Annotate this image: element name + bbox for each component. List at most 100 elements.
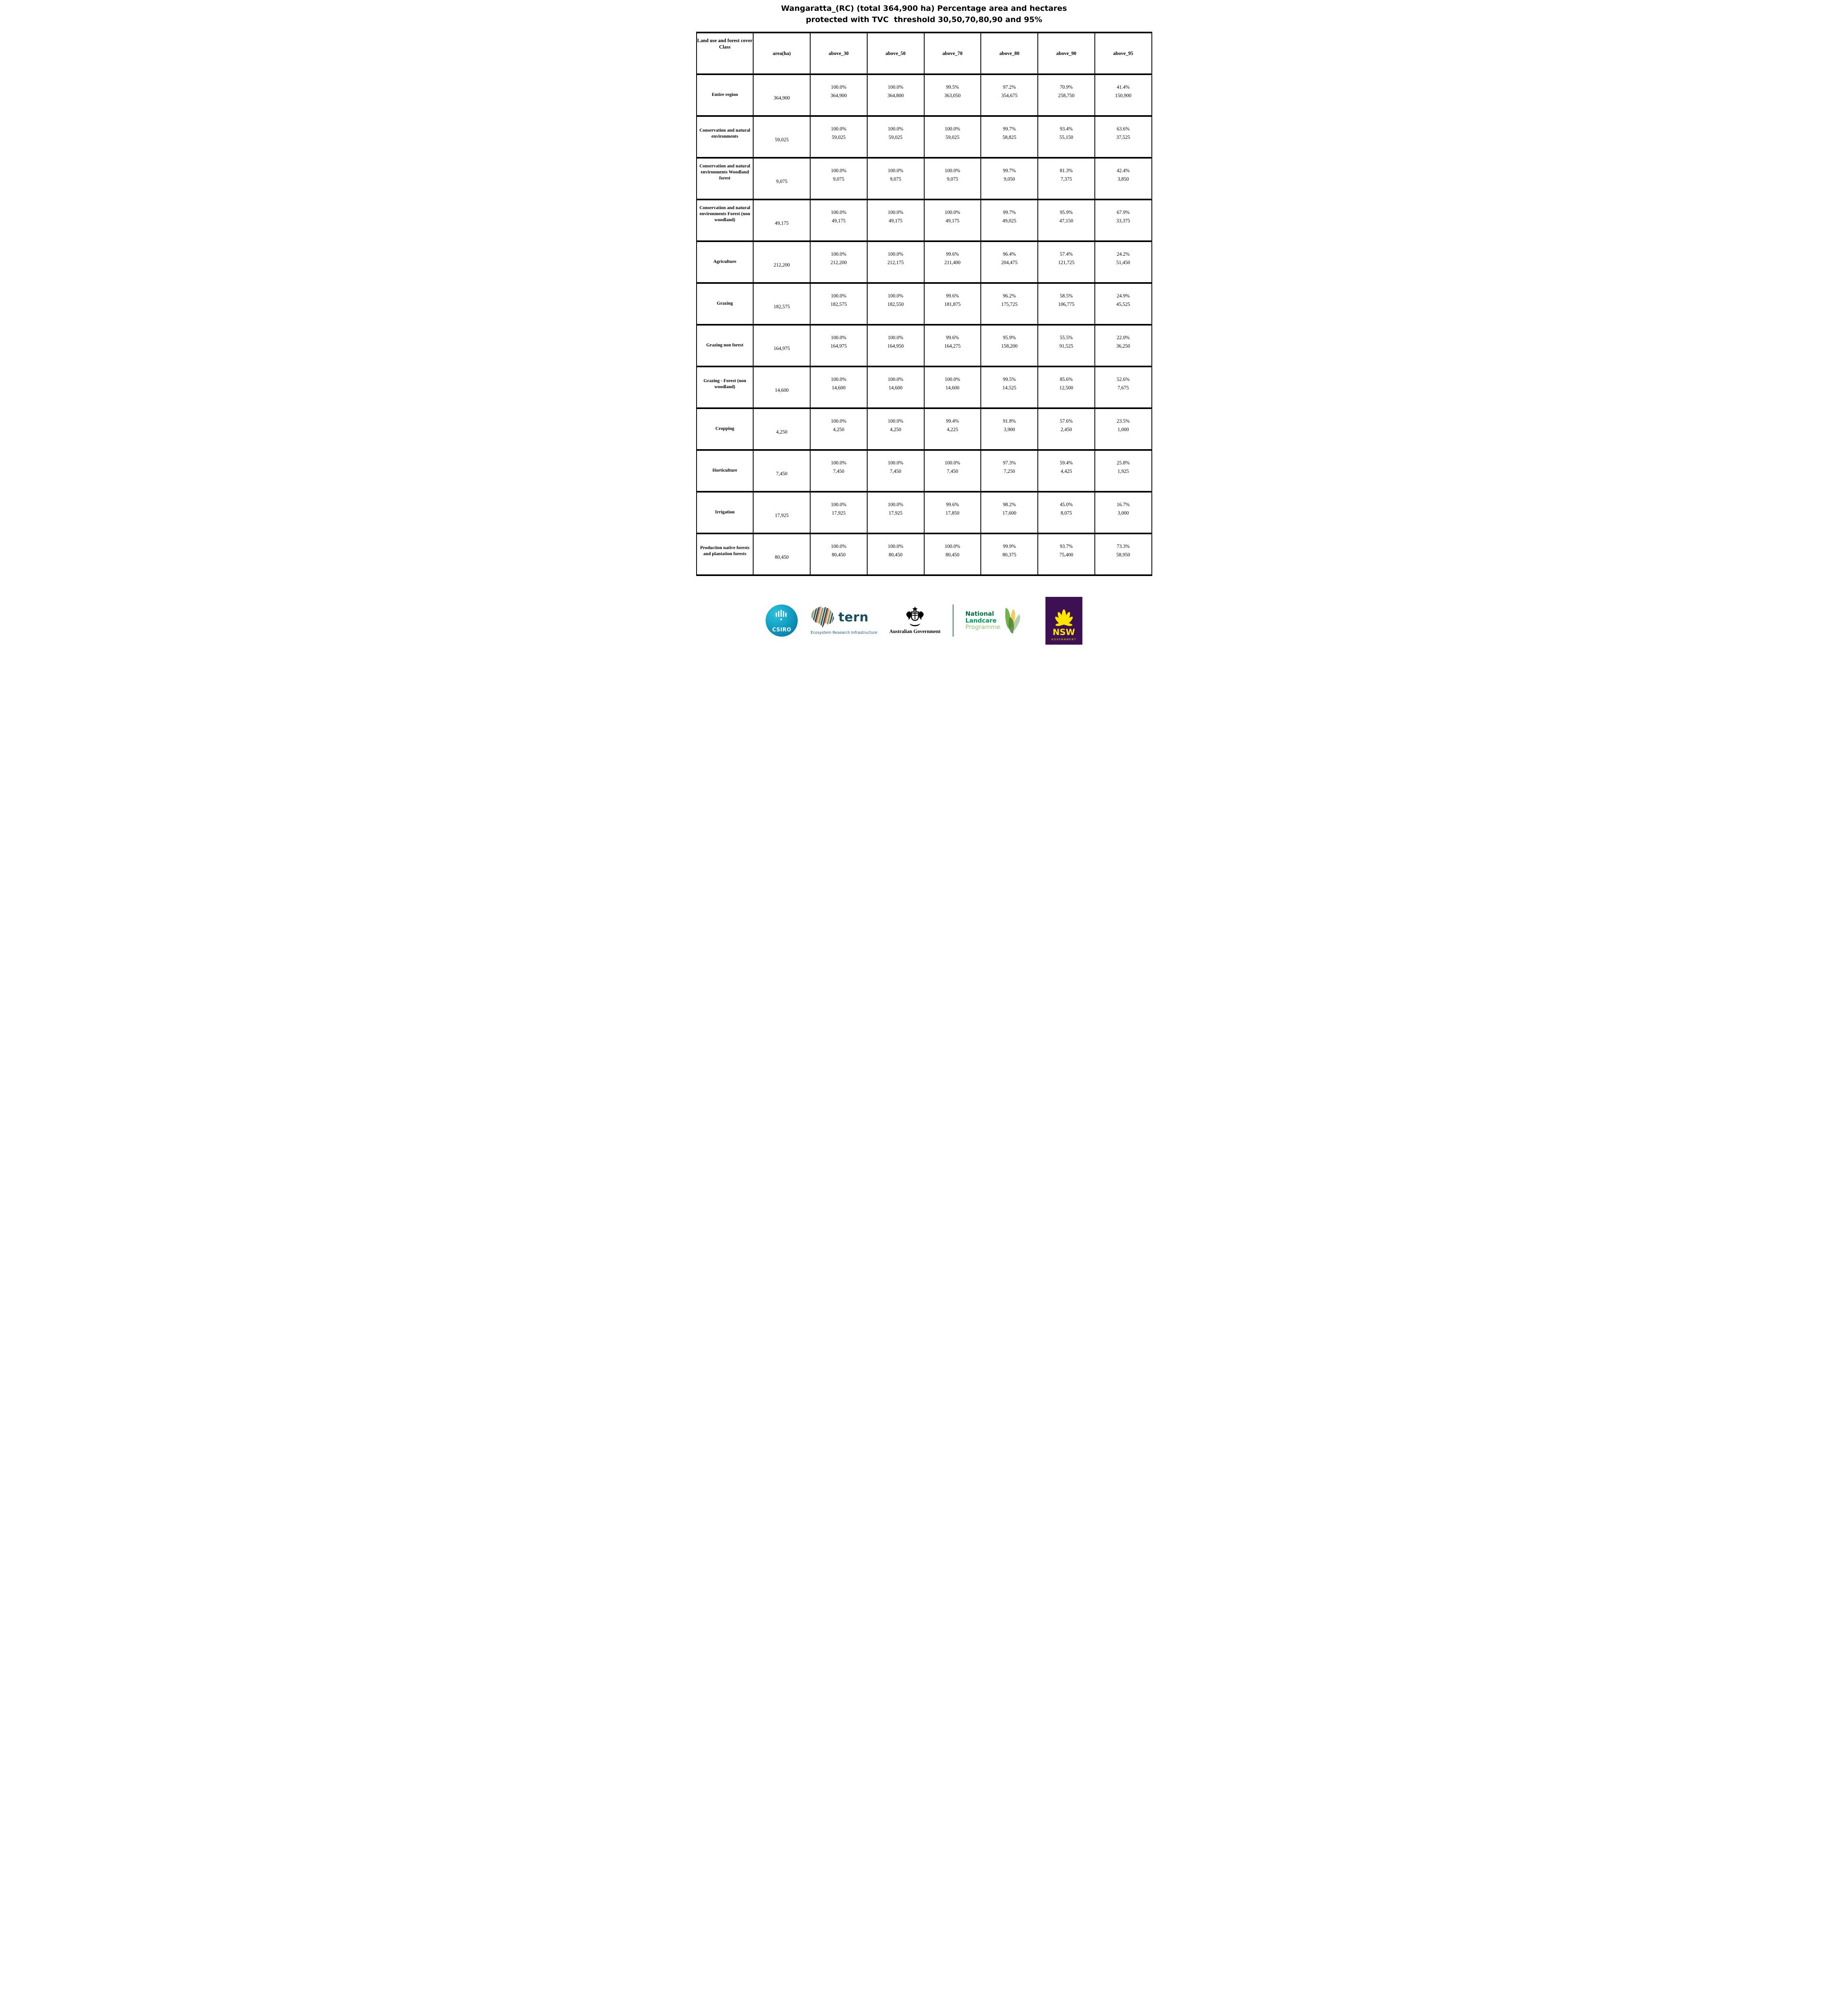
percent-value: 99.7% [1002,168,1016,174]
column-header-text: above_90 [1056,50,1076,56]
row-label-text: Irrigation [715,510,735,515]
area-value: 17,925 [774,512,789,518]
percent-value: 24.9% [1117,293,1130,299]
hectares-value: 49,175 [831,218,846,224]
hectares-value: 212,175 [887,260,904,266]
area-value: 49,175 [774,220,789,226]
hectares-value: 59,025 [888,134,903,140]
percent-value: 100.0% [945,168,960,174]
hectares-value: 91,525 [1059,343,1074,349]
threshold-cell: 100.0% 364,900 [810,73,868,117]
threshold-cell: 99.6% 164,275 [923,324,982,368]
threshold-cell: 97.3% 7,250 [980,449,1038,493]
threshold-cell: 55.5% 91,525 [1037,324,1095,368]
hectares-value: 164,275 [944,343,961,349]
hectares-value: 7,450 [890,468,901,474]
threshold-cell: 96.4% 204,475 [980,240,1038,284]
threshold-cell: 100.0% 212,175 [866,240,925,284]
threshold-cell: 100.0% 80,450 [810,533,868,576]
hectares-value: 51,450 [1116,260,1130,266]
hectares-value: 7,675 [1117,385,1129,391]
table-row: Cropping 4,250 100.0% 4,250 100.0% 4,250 99.4%… [696,407,1152,451]
percent-value: 73.3% [1117,543,1130,550]
percent-value: 100.0% [831,335,847,341]
threshold-cell: 100.0% 17,925 [866,491,925,535]
percent-value: 25.8% [1117,460,1130,466]
threshold-cell: 57.6% 2,450 [1037,407,1095,451]
percent-value: 70.9% [1059,84,1073,90]
column-header-text: area(ha) [772,50,791,56]
column-header-text: above_50 [885,50,906,56]
area-cell: 364,900 [753,73,811,117]
threshold-cell: 52.6% 7,675 [1094,366,1152,409]
row-label-text: Conservation and natural environments Fo… [699,206,750,223]
hectares-value: 17,925 [831,510,846,516]
row-label-text: Conservation and natural environments Wo… [699,164,750,181]
percent-value: 99.7% [1002,126,1016,132]
table-row: Entire region 364,900 100.0% 364,900 100.0% 3… [696,73,1152,117]
threshold-cell: 99.6% 211,400 [923,240,982,284]
area-cell: 7,450 [753,449,811,493]
percent-value: 100.0% [831,543,847,550]
percent-value: 100.0% [888,168,903,174]
threshold-cell: 100.0% 7,450 [866,449,925,493]
table-row: Production native forests and plantation… [696,533,1152,576]
hectares-value: 47,150 [1059,218,1074,224]
percent-value: 100.0% [945,210,960,216]
percent-value: 100.0% [888,293,903,299]
area-value: 7,450 [776,470,788,476]
hectares-value: 12,500 [1059,385,1074,391]
page-title-line2: protected with TVC threshold 30,50,70,80… [806,15,1042,24]
table-row: Conservation and natural environments 59,… [696,115,1152,159]
row-label-text: Grazing [717,301,733,306]
threshold-cell: 100.0% 14,600 [866,366,925,409]
csiro-hand-icon [776,610,787,621]
threshold-cell: 81.3% 7,375 [1037,157,1095,201]
threshold-cell: 100.0% 9,075 [923,157,982,201]
tern-subtitle: Ecosystem Research Infrastructure [811,631,878,635]
threshold-cell: 100.0% 49,175 [866,199,925,242]
column-header: above_80 [980,32,1038,75]
percent-value: 52.6% [1117,377,1130,383]
threshold-cell: 91.8% 3,900 [980,407,1038,451]
threshold-cell: 100.0% 164,950 [866,324,925,368]
area-cell: 49,175 [753,199,811,242]
threshold-cell: 25.8% 1,925 [1094,449,1152,493]
csiro-label: CSIRO [772,627,791,633]
hectares-value: 158,200 [1001,343,1018,349]
threshold-cell: 41.4% 150,900 [1094,73,1152,117]
hectares-value: 211,400 [944,260,961,266]
hectares-value: 354,675 [1001,93,1018,99]
hectares-value: 1,925 [1117,468,1129,474]
threshold-cell: 63.6% 37,525 [1094,115,1152,159]
percent-value: 57.6% [1059,418,1073,424]
percent-value: 41.4% [1117,84,1130,90]
percent-value: 24.2% [1117,251,1130,257]
percent-value: 57.4% [1059,251,1073,257]
row-label: Agriculture [696,240,754,284]
tvc-protection-table: Land use and forest cover Class area(ha) a… [696,32,1152,576]
area-value: 9,075 [776,178,788,184]
percent-value: 67.9% [1117,210,1130,216]
threshold-cell: 100.0% 7,450 [923,449,982,493]
hectares-value: 3,850 [1117,176,1129,182]
hectares-value: 7,450 [947,468,958,474]
report-page: Wangaratta_(RC) (total 364,900 ha) Perce… [693,0,1155,655]
row-label-text: Cropping [715,426,734,432]
page-title-line1: Wangaratta_(RC) (total 364,900 ha) Perce… [781,4,1067,13]
hectares-value: 150,900 [1115,93,1131,99]
threshold-cell: 58.5% 106,775 [1037,282,1095,326]
threshold-cell: 99.6% 17,850 [923,491,982,535]
percent-value: 100.0% [888,210,903,216]
column-header: above_70 [923,32,982,75]
logo-strip: CSIRO tern Ecosystem Research Infrastruc… [693,594,1155,647]
row-label: Horticulture [696,449,754,493]
percent-value: 100.0% [945,126,960,132]
row-label-text: Grazing non forest [706,343,744,348]
percent-value: 59.4% [1059,460,1073,466]
hectares-value: 2,450 [1060,427,1072,433]
area-cell: 182,575 [753,282,811,326]
area-value: 59,025 [774,136,789,142]
percent-value: 97.2% [1002,84,1016,90]
column-header: area(ha) [753,32,811,75]
